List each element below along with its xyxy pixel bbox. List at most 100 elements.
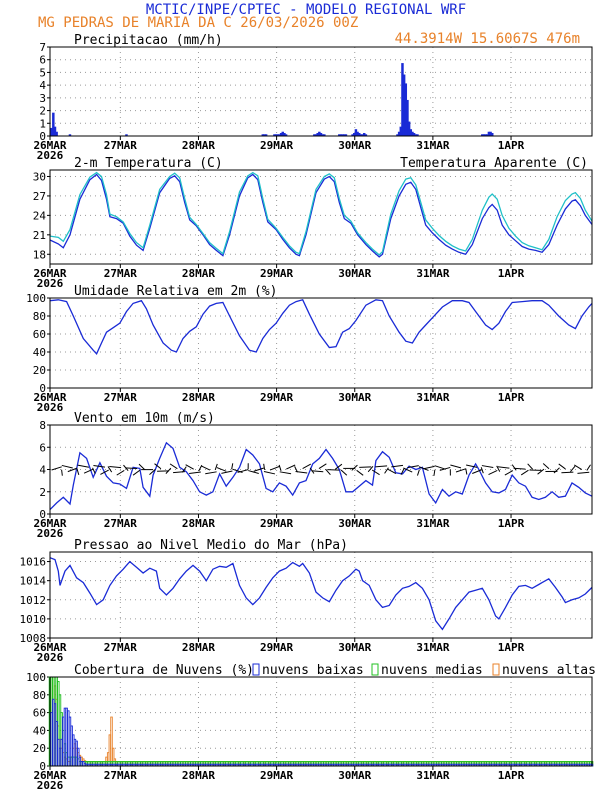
legend-label: nuvens baixas xyxy=(262,663,364,678)
x-tick-label: 26MAR xyxy=(33,391,66,404)
panel-wind: 0 2 4 6 8 26MAR 27MAR 28MAR 29MAR 30MAR 31MAR 1APR 2… xyxy=(33,411,593,540)
y-tick-label: 5 xyxy=(39,66,46,79)
wind-barb xyxy=(76,468,80,476)
legend-label: nuvens medias xyxy=(381,663,483,678)
x-tick-label: 31MAR xyxy=(416,391,449,404)
wind-barb xyxy=(231,463,234,470)
x-tick-label: 1APR xyxy=(498,267,525,280)
wind-barb xyxy=(205,471,217,475)
x-year-label: 2026 xyxy=(37,277,64,290)
wind-barb xyxy=(253,467,265,472)
legend-label: nuvens altas xyxy=(502,663,596,678)
x-tick-label: 27MAR xyxy=(104,641,137,654)
plot-frame xyxy=(49,676,593,767)
x-tick-label: 29MAR xyxy=(260,517,293,530)
wind-barb xyxy=(237,469,249,473)
y-tick-label: 60 xyxy=(33,707,46,720)
y-tick-label: 27 xyxy=(33,190,46,203)
plot-frame xyxy=(49,46,593,137)
y-tick-label: 80 xyxy=(33,689,46,702)
y-tick-label: 1 xyxy=(39,117,46,130)
wind-barb xyxy=(263,471,276,475)
header-coords: 44.3914W 15.6067S 476m xyxy=(395,31,580,47)
wind-barb xyxy=(269,465,280,471)
x-tick-label: 27MAR xyxy=(104,517,137,530)
header-title: MCTIC/INPE/CPTEC - MODELO REGIONAL WRF xyxy=(146,2,466,18)
x-tick-label: 1APR xyxy=(498,641,525,654)
wind-barb xyxy=(201,465,211,471)
wind-barb xyxy=(407,465,419,469)
wind-barb xyxy=(51,466,62,471)
x-year-label: 2026 xyxy=(37,527,64,540)
x-tick-label: 30MAR xyxy=(338,641,371,654)
x-tick-label: 1APR xyxy=(498,139,525,152)
x-tick-label: 28MAR xyxy=(182,267,215,280)
panel-title: Cobertura de Nuvens (%) xyxy=(74,663,254,678)
y-tick-label: 1014 xyxy=(20,575,47,588)
wind-barb xyxy=(149,469,156,476)
wind-barb xyxy=(455,468,467,473)
wind-barb xyxy=(586,464,591,471)
wind-barb xyxy=(527,463,534,470)
y-tick-label: 80 xyxy=(33,310,46,323)
wind-barb xyxy=(450,464,462,469)
line-temperatura-aparente xyxy=(49,171,593,256)
wind-barb xyxy=(302,463,312,469)
wind-barb xyxy=(216,467,227,472)
plot-frame xyxy=(49,169,593,265)
wind-barb xyxy=(107,466,113,473)
wind-barb xyxy=(387,468,397,475)
header-station: MG PEDRAS DE MARIA DA C 26/03/2026 00Z xyxy=(38,15,358,31)
legend-swatch xyxy=(252,663,260,676)
x-tick-label: 29MAR xyxy=(260,769,293,782)
wind-barb xyxy=(472,469,482,474)
wind-barb xyxy=(154,463,162,470)
y-tick-label: 0 xyxy=(39,508,46,521)
wind-barb xyxy=(335,463,343,470)
x-tick-label: 1APR xyxy=(498,391,525,404)
plot-frame xyxy=(49,551,593,639)
x-tick-label: 26MAR xyxy=(33,139,66,152)
wind-barb xyxy=(169,463,178,470)
wind-barb xyxy=(384,467,389,474)
wind-barb xyxy=(295,471,308,474)
y-tick-label: 18 xyxy=(33,248,46,261)
x-tick-label: 28MAR xyxy=(182,391,215,404)
plot-frame xyxy=(49,424,593,515)
legend-apparent: Temperatura Aparente (C) xyxy=(400,156,588,171)
y-tick-label: 4 xyxy=(39,79,46,92)
wind-barb xyxy=(278,464,282,471)
wind-barb xyxy=(465,468,468,475)
x-tick-label: 31MAR xyxy=(416,267,449,280)
wind-barb xyxy=(553,467,560,474)
wind-barb xyxy=(340,469,348,476)
wind-barb xyxy=(189,471,201,474)
wind-barb xyxy=(116,470,125,476)
wind-barb xyxy=(221,470,233,474)
y-tick-label: 0 xyxy=(39,130,46,143)
x-tick-label: 26MAR xyxy=(33,641,66,654)
y-tick-label: 100 xyxy=(26,292,46,305)
panel-title: Pressao ao Nivel Medio do Mar (hPa) xyxy=(74,538,348,553)
wind-barb xyxy=(132,469,141,476)
wind-barb xyxy=(125,467,138,470)
wind-barb xyxy=(561,471,574,474)
x-tick-label: 31MAR xyxy=(416,517,449,530)
y-tick-label: 1008 xyxy=(20,632,47,645)
x-tick-label: 29MAR xyxy=(260,267,293,280)
wind-barb xyxy=(423,465,435,470)
wind-barb xyxy=(439,466,451,471)
legend-swatch xyxy=(371,663,379,676)
x-tick-label: 27MAR xyxy=(104,139,137,152)
wind-barb xyxy=(466,464,478,468)
panel-clouds: 0 20 40 60 80 100 26MAR 27MAR 28MAR 29MAR 30MAR 31M… xyxy=(26,663,596,792)
x-tick-label: 30MAR xyxy=(338,517,371,530)
y-tick-label: 60 xyxy=(33,328,46,341)
y-tick-label: 21 xyxy=(33,229,46,242)
wind-barb xyxy=(327,469,340,471)
wind-barb xyxy=(504,470,514,476)
wind-barb xyxy=(371,469,380,476)
wind-barb xyxy=(359,466,372,468)
panel-title: Umidade Relativa em 2m (%) xyxy=(74,284,278,299)
